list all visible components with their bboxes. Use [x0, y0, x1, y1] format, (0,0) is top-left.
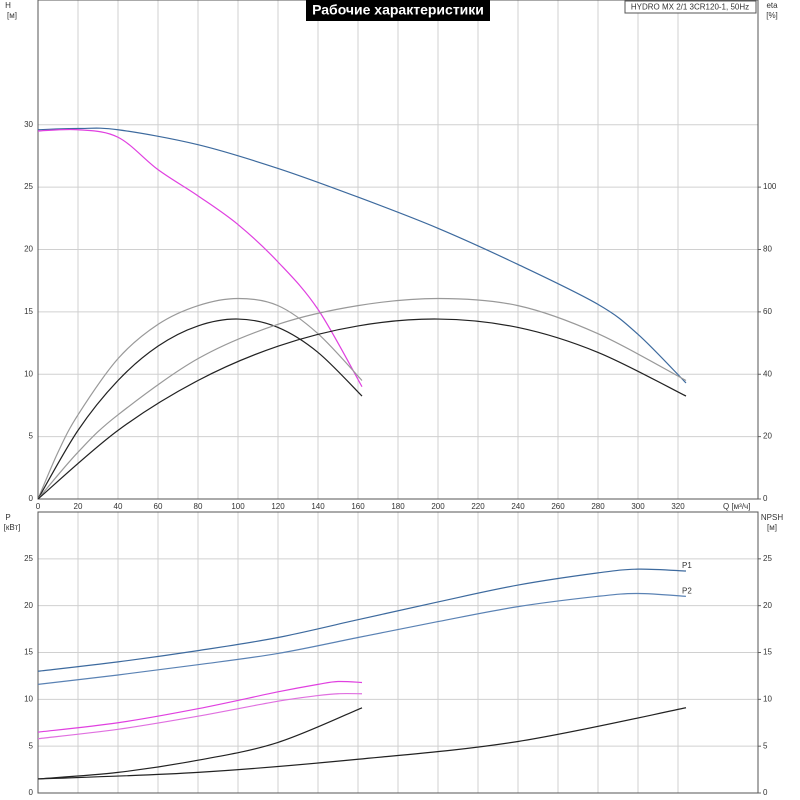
curve	[37, 297, 363, 500]
x-tick-label: 60	[154, 502, 163, 511]
plot-frame	[37, 511, 759, 794]
y2-tick-label: 60	[763, 307, 772, 316]
curve	[37, 707, 687, 780]
model-box	[624, 0, 757, 14]
curve	[37, 297, 687, 500]
y2-axis-unit: [%]	[766, 11, 778, 20]
y-tick-label: 10	[24, 369, 33, 378]
y2-tick-label: 5	[763, 741, 768, 750]
y2-tick-label: 40	[763, 369, 772, 378]
y2-tick-label: 20	[763, 601, 772, 610]
series-label: P1	[682, 561, 692, 570]
plot-frame	[37, 0, 759, 500]
y-tick-label: 0	[29, 494, 34, 503]
curve	[37, 680, 363, 733]
y2-tick-label: 25	[763, 554, 772, 563]
y-tick-label: 5	[29, 432, 34, 441]
chart-title: Рабочие характеристики	[312, 2, 484, 18]
y2-tick-label: 15	[763, 648, 772, 657]
curve	[37, 707, 363, 780]
y-tick-label: 30	[24, 120, 33, 129]
x-tick-label: 160	[351, 502, 365, 511]
y2-tick-label: 100	[763, 182, 777, 191]
x-tick-label: 260	[551, 502, 565, 511]
curve	[37, 592, 687, 685]
x-tick-label: 220	[471, 502, 485, 511]
curve	[37, 692, 363, 740]
title-box	[306, 0, 490, 21]
x-tick-label: 320	[671, 502, 685, 511]
x-tick-label: 20	[74, 502, 83, 511]
y2-tick-label: 0	[763, 494, 768, 503]
curve	[37, 127, 687, 384]
y-axis-label: H	[5, 1, 11, 10]
y-tick-label: 15	[24, 307, 33, 316]
series-label: P2	[682, 586, 692, 595]
y-tick-label: 15	[24, 648, 33, 657]
y-axis-unit: [м]	[7, 11, 17, 20]
y2-tick-label: 80	[763, 245, 772, 254]
y2-axis-label: NPSH	[761, 513, 783, 522]
x-tick-label: 240	[511, 502, 525, 511]
y-tick-label: 20	[24, 245, 33, 254]
y-tick-label: 25	[24, 182, 33, 191]
y-tick-label: 20	[24, 601, 33, 610]
model-label: HYDRO MX 2/1 3CR120-1, 50Hz	[631, 3, 749, 12]
curve	[37, 568, 687, 672]
curve	[37, 318, 363, 500]
y2-tick-label: 10	[763, 694, 772, 703]
curve	[37, 128, 363, 388]
x-tick-label: 140	[311, 502, 325, 511]
curve	[37, 318, 687, 500]
y-tick-label: 5	[29, 741, 34, 750]
x-tick-label: 100	[231, 502, 245, 511]
x-axis-label: Q [м³/ч]	[723, 502, 750, 511]
x-tick-label: 180	[391, 502, 405, 511]
y2-tick-label: 0	[763, 788, 768, 797]
y-tick-label: 10	[24, 694, 33, 703]
x-tick-label: 280	[591, 502, 605, 511]
y2-axis-label: eta	[766, 1, 778, 10]
y2-axis-unit: [м]	[767, 523, 777, 532]
x-tick-label: 120	[271, 502, 285, 511]
x-tick-label: 40	[114, 502, 123, 511]
x-tick-label: 80	[194, 502, 203, 511]
x-tick-label: 200	[431, 502, 445, 511]
x-tick-label: 300	[631, 502, 645, 511]
x-tick-label: 0	[36, 502, 41, 511]
y-axis-label: P	[5, 513, 10, 522]
y-axis-unit: [кВт]	[4, 523, 21, 532]
y-tick-label: 25	[24, 554, 33, 563]
y2-tick-label: 20	[763, 432, 772, 441]
y-tick-label: 0	[29, 788, 34, 797]
